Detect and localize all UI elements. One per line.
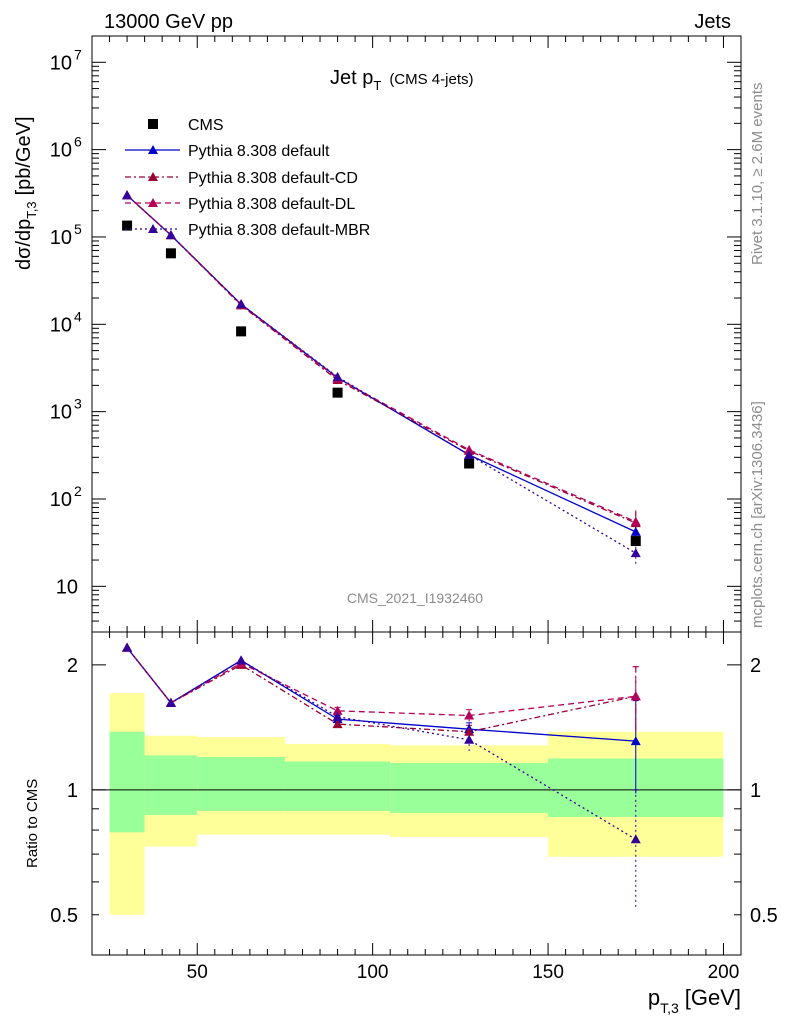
xlabel-sub: T,3: [660, 1000, 679, 1016]
ratio-point-mbr-4: [464, 734, 475, 744]
main-point-mbr-4: [464, 449, 475, 459]
ratio-y-tick-label-right-0.5: 0.5: [750, 905, 778, 927]
main-y-tick-exp-100000: 5: [74, 221, 82, 237]
category-label: Jets: [694, 11, 731, 33]
main-line-cd: [126, 194, 637, 524]
band-inner-0: [109, 731, 145, 833]
x-tick-label-200: 200: [708, 962, 740, 983]
ratio-point-cd-4: [464, 726, 475, 736]
main-y-tick-label-10000: 10: [50, 314, 72, 336]
ratio-point-dl-4: [464, 710, 475, 720]
main-line-mbr: [126, 194, 637, 554]
xlabel-main: p: [648, 985, 660, 1010]
legend-marker-cd: [148, 172, 158, 181]
ratio-line-mbr: [126, 647, 637, 840]
band-inner-1: [144, 755, 198, 815]
main-point-mbr-5: [630, 548, 641, 558]
ratio-point-mbr-1: [165, 697, 176, 707]
main-series-layer: [122, 190, 641, 566]
plot-title-extra: (CMS 4-jets): [389, 71, 473, 88]
legend-marker-dl: [148, 198, 158, 207]
main-point-data-5: [630, 536, 641, 547]
xlabel-unit: [GeV]: [685, 985, 741, 1010]
main-ylabel-unit: [pb/GeV]: [13, 116, 35, 195]
main-y-tick-exp-10000000: 7: [74, 46, 82, 62]
main-point-dl-5: [630, 516, 641, 526]
plot-title-sub: T: [373, 78, 381, 93]
ratio-point-dl-3: [332, 705, 343, 715]
main-point-data-3: [332, 387, 343, 398]
ratio-point-cd-3: [332, 719, 343, 729]
source-label: mcplots.cern.ch [arXiv:1306.3436]: [749, 401, 766, 628]
main-y-tick-label-1000: 10: [50, 402, 72, 424]
analysis-id: CMS_2021_I1932460: [347, 590, 483, 606]
main-point-default-5: [630, 526, 641, 536]
ratio-y-tick-label-right-2: 2: [750, 655, 761, 677]
main-ylabel: dσ/dp: [13, 219, 35, 270]
ratio-point-default-5: [630, 736, 641, 746]
main-point-dl-4: [464, 444, 475, 454]
ratio-line-dl: [126, 647, 636, 717]
ratio-uncertainty-bands: [92, 693, 741, 915]
main-point-data-0: [122, 220, 133, 231]
band-inner-4: [390, 763, 549, 813]
ratio-line-cd: [126, 647, 636, 733]
main-point-mbr-1: [165, 230, 176, 240]
x-tick-label-100: 100: [357, 962, 389, 983]
legend-marker-mbr: [148, 224, 158, 233]
energy-label: 13000 GeV pp: [104, 11, 233, 33]
main-y-tick-exp-1000000: 6: [74, 134, 82, 150]
ratio-y-axis-label: Ratio to CMS: [24, 779, 41, 868]
plot-title: Jet pT (CMS 4-jets): [330, 67, 473, 93]
main-point-mbr-2: [236, 299, 247, 309]
main-point-mbr-0: [122, 190, 133, 200]
main-point-mbr-3: [332, 371, 343, 381]
x-tick-label-150: 150: [532, 962, 564, 983]
ratio-point-dl-5: [630, 691, 641, 701]
legend-label-cd: Pythia 8.308 default-CD: [188, 170, 358, 187]
legend-label-dl: Pythia 8.308 default-DL: [188, 196, 355, 213]
main-y-tick-exp-100: 2: [74, 483, 82, 499]
ratio-point-mbr-2: [236, 655, 247, 665]
legend-label-data: CMS: [188, 117, 224, 134]
band-inner-2: [197, 756, 285, 811]
main-point-data-1: [165, 248, 176, 259]
main-point-data-2: [236, 326, 247, 337]
x-axis-label: pT,3 [GeV]: [648, 985, 741, 1016]
ratio-point-mbr-5: [630, 834, 641, 844]
main-y-tick-label-10000000: 10: [50, 52, 72, 74]
ratio-y-tick-label-left-0.5: 0.5: [50, 905, 78, 927]
main-y-tick-label-1000000: 10: [50, 140, 72, 162]
main-line-default: [126, 194, 637, 533]
plot-title-main: Jet p: [330, 67, 373, 89]
main-y-axis-label: dσ/dpT,3 [pb/GeV]: [13, 116, 39, 270]
rivet-label: Rivet 3.1.10, ≥ 2.6M events: [749, 83, 766, 266]
x-tick-label-50: 50: [187, 962, 208, 983]
main-y-tick-label-10: 10: [56, 576, 78, 598]
ratio-y-tick-label-left-2: 2: [67, 655, 78, 677]
ratio-series-layer: [122, 642, 641, 908]
legend: CMS Pythia 8.308 default Pythia 8.308 defa…: [125, 117, 370, 239]
main-y-tick-label-100: 10: [50, 489, 72, 511]
main-line-dl: [126, 194, 637, 523]
ratio-line-default: [126, 647, 636, 742]
main-y-tick-exp-10000: 4: [74, 308, 82, 324]
ratio-point-mbr-0: [122, 642, 133, 652]
ratio-y-tick-label-right-1: 1: [750, 780, 761, 802]
main-point-data-4: [464, 458, 475, 469]
main-y-tick-exp-1000: 3: [74, 396, 82, 412]
band-inner-3: [284, 761, 391, 811]
ratio-frame: [91, 631, 742, 956]
ratio-point-mbr-3: [332, 711, 343, 721]
legend-label-mbr: Pythia 8.308 default-MBR: [188, 222, 370, 239]
main-y-tick-label-100000: 10: [50, 227, 72, 249]
legend-label-default: Pythia 8.308 default: [188, 143, 330, 160]
legend-marker-data: [148, 119, 158, 129]
legend-marker-default: [148, 145, 158, 154]
ratio-y-tick-label-left-1: 1: [67, 780, 78, 802]
main-ylabel-sub: T,3: [24, 201, 39, 218]
